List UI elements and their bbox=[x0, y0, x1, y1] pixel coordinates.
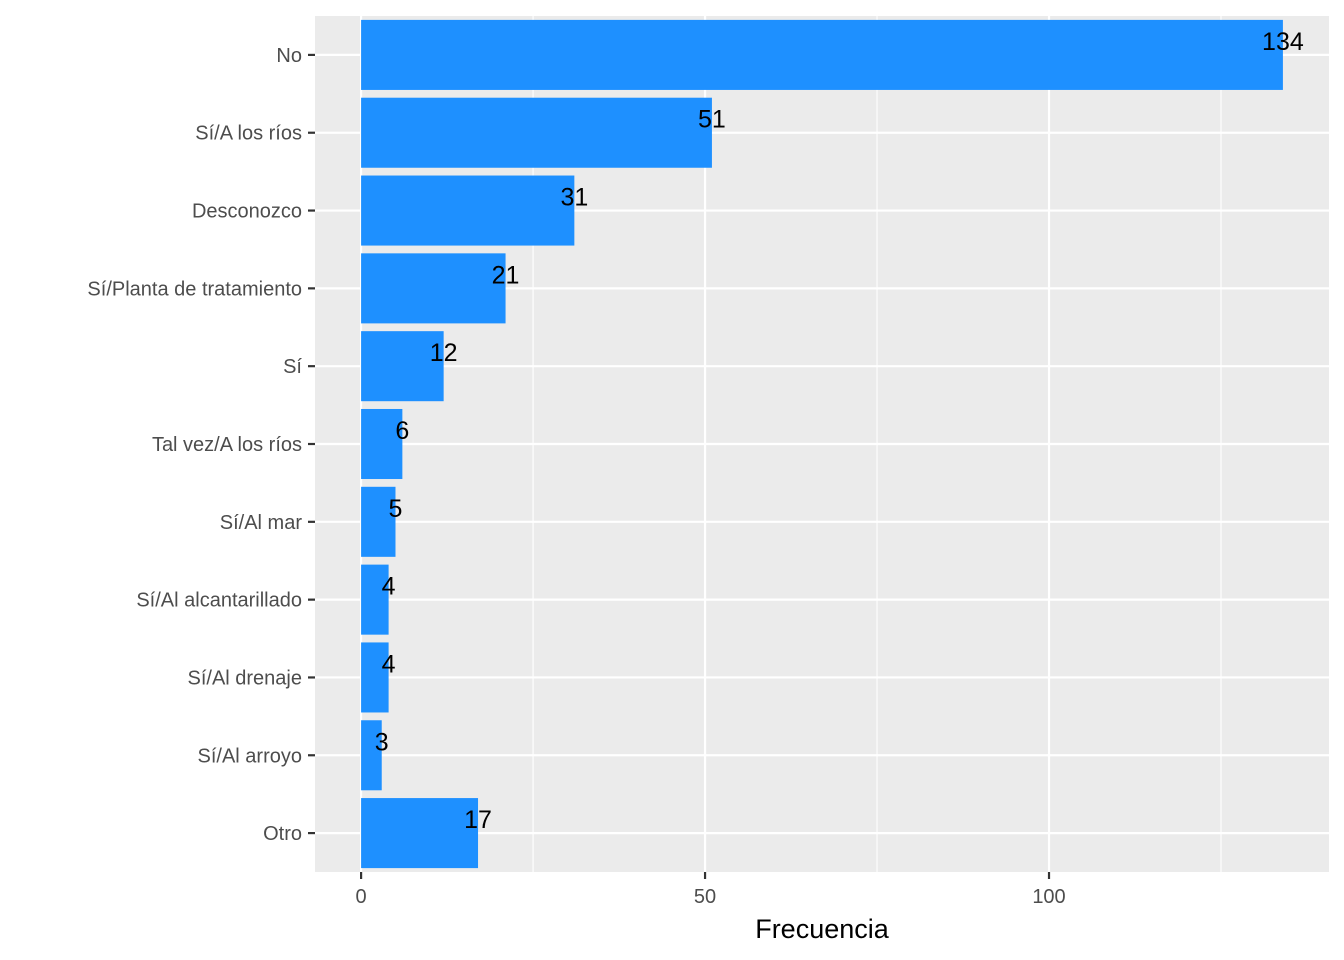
bar-value-label-2: 31 bbox=[560, 184, 588, 212]
x-axis: 0 50 100 bbox=[356, 872, 1066, 908]
y-tick-label-9: Sí/Al arroyo bbox=[198, 745, 302, 767]
x-axis-title: Frecuencia bbox=[755, 914, 890, 944]
bar-value-label-4: 12 bbox=[430, 339, 458, 367]
bar-value-label-1: 51 bbox=[698, 106, 726, 134]
x-tick-label-1: 50 bbox=[694, 886, 716, 908]
y-tick-label-5: Tal vez/A los ríos bbox=[152, 434, 302, 456]
bar-10 bbox=[361, 798, 479, 869]
y-tick-label-6: Sí/Al mar bbox=[220, 512, 303, 534]
bar-3 bbox=[361, 253, 506, 324]
bar-value-label-3: 21 bbox=[492, 261, 520, 289]
x-tick-label-0: 0 bbox=[356, 886, 367, 908]
y-axis: No Sí/A los ríos Desconozco Sí/Planta de tr… bbox=[87, 45, 315, 845]
bar-7 bbox=[361, 564, 389, 635]
y-tick-label-4: Sí bbox=[283, 356, 302, 378]
bar-value-label-5: 6 bbox=[395, 417, 409, 445]
y-tick-label-2: Desconozco bbox=[192, 201, 302, 223]
bar-6 bbox=[361, 486, 396, 557]
bar-2 bbox=[361, 175, 575, 246]
y-tick-label-0: No bbox=[276, 45, 302, 67]
y-tick-label-10: Otro bbox=[263, 823, 302, 845]
bar-0 bbox=[361, 19, 1283, 90]
y-tick-label-7: Sí/Al alcantarillado bbox=[136, 590, 302, 612]
bar-value-label-10: 17 bbox=[464, 806, 492, 834]
bar-1 bbox=[361, 97, 712, 168]
bar-5 bbox=[361, 408, 403, 480]
y-tick-label-3: Sí/Planta de tratamiento bbox=[87, 278, 302, 300]
bar-value-label-8: 4 bbox=[382, 650, 396, 678]
bar-value-label-6: 5 bbox=[389, 495, 403, 523]
bar-8 bbox=[361, 642, 389, 713]
bar-value-label-0: 134 bbox=[1262, 28, 1304, 56]
bar-value-label-7: 4 bbox=[382, 573, 396, 601]
y-tick-label-8: Sí/Al drenaje bbox=[187, 667, 302, 689]
bar-value-label-9: 3 bbox=[375, 728, 389, 756]
x-tick-label-2: 100 bbox=[1032, 886, 1065, 908]
bar-9 bbox=[361, 720, 382, 791]
bars bbox=[361, 19, 1283, 869]
bar-4 bbox=[361, 331, 444, 402]
bar-value-labels: 134 51 31 21 12 6 5 4 4 3 17 bbox=[375, 28, 1304, 834]
y-tick-label-1: Sí/A los ríos bbox=[195, 123, 302, 145]
